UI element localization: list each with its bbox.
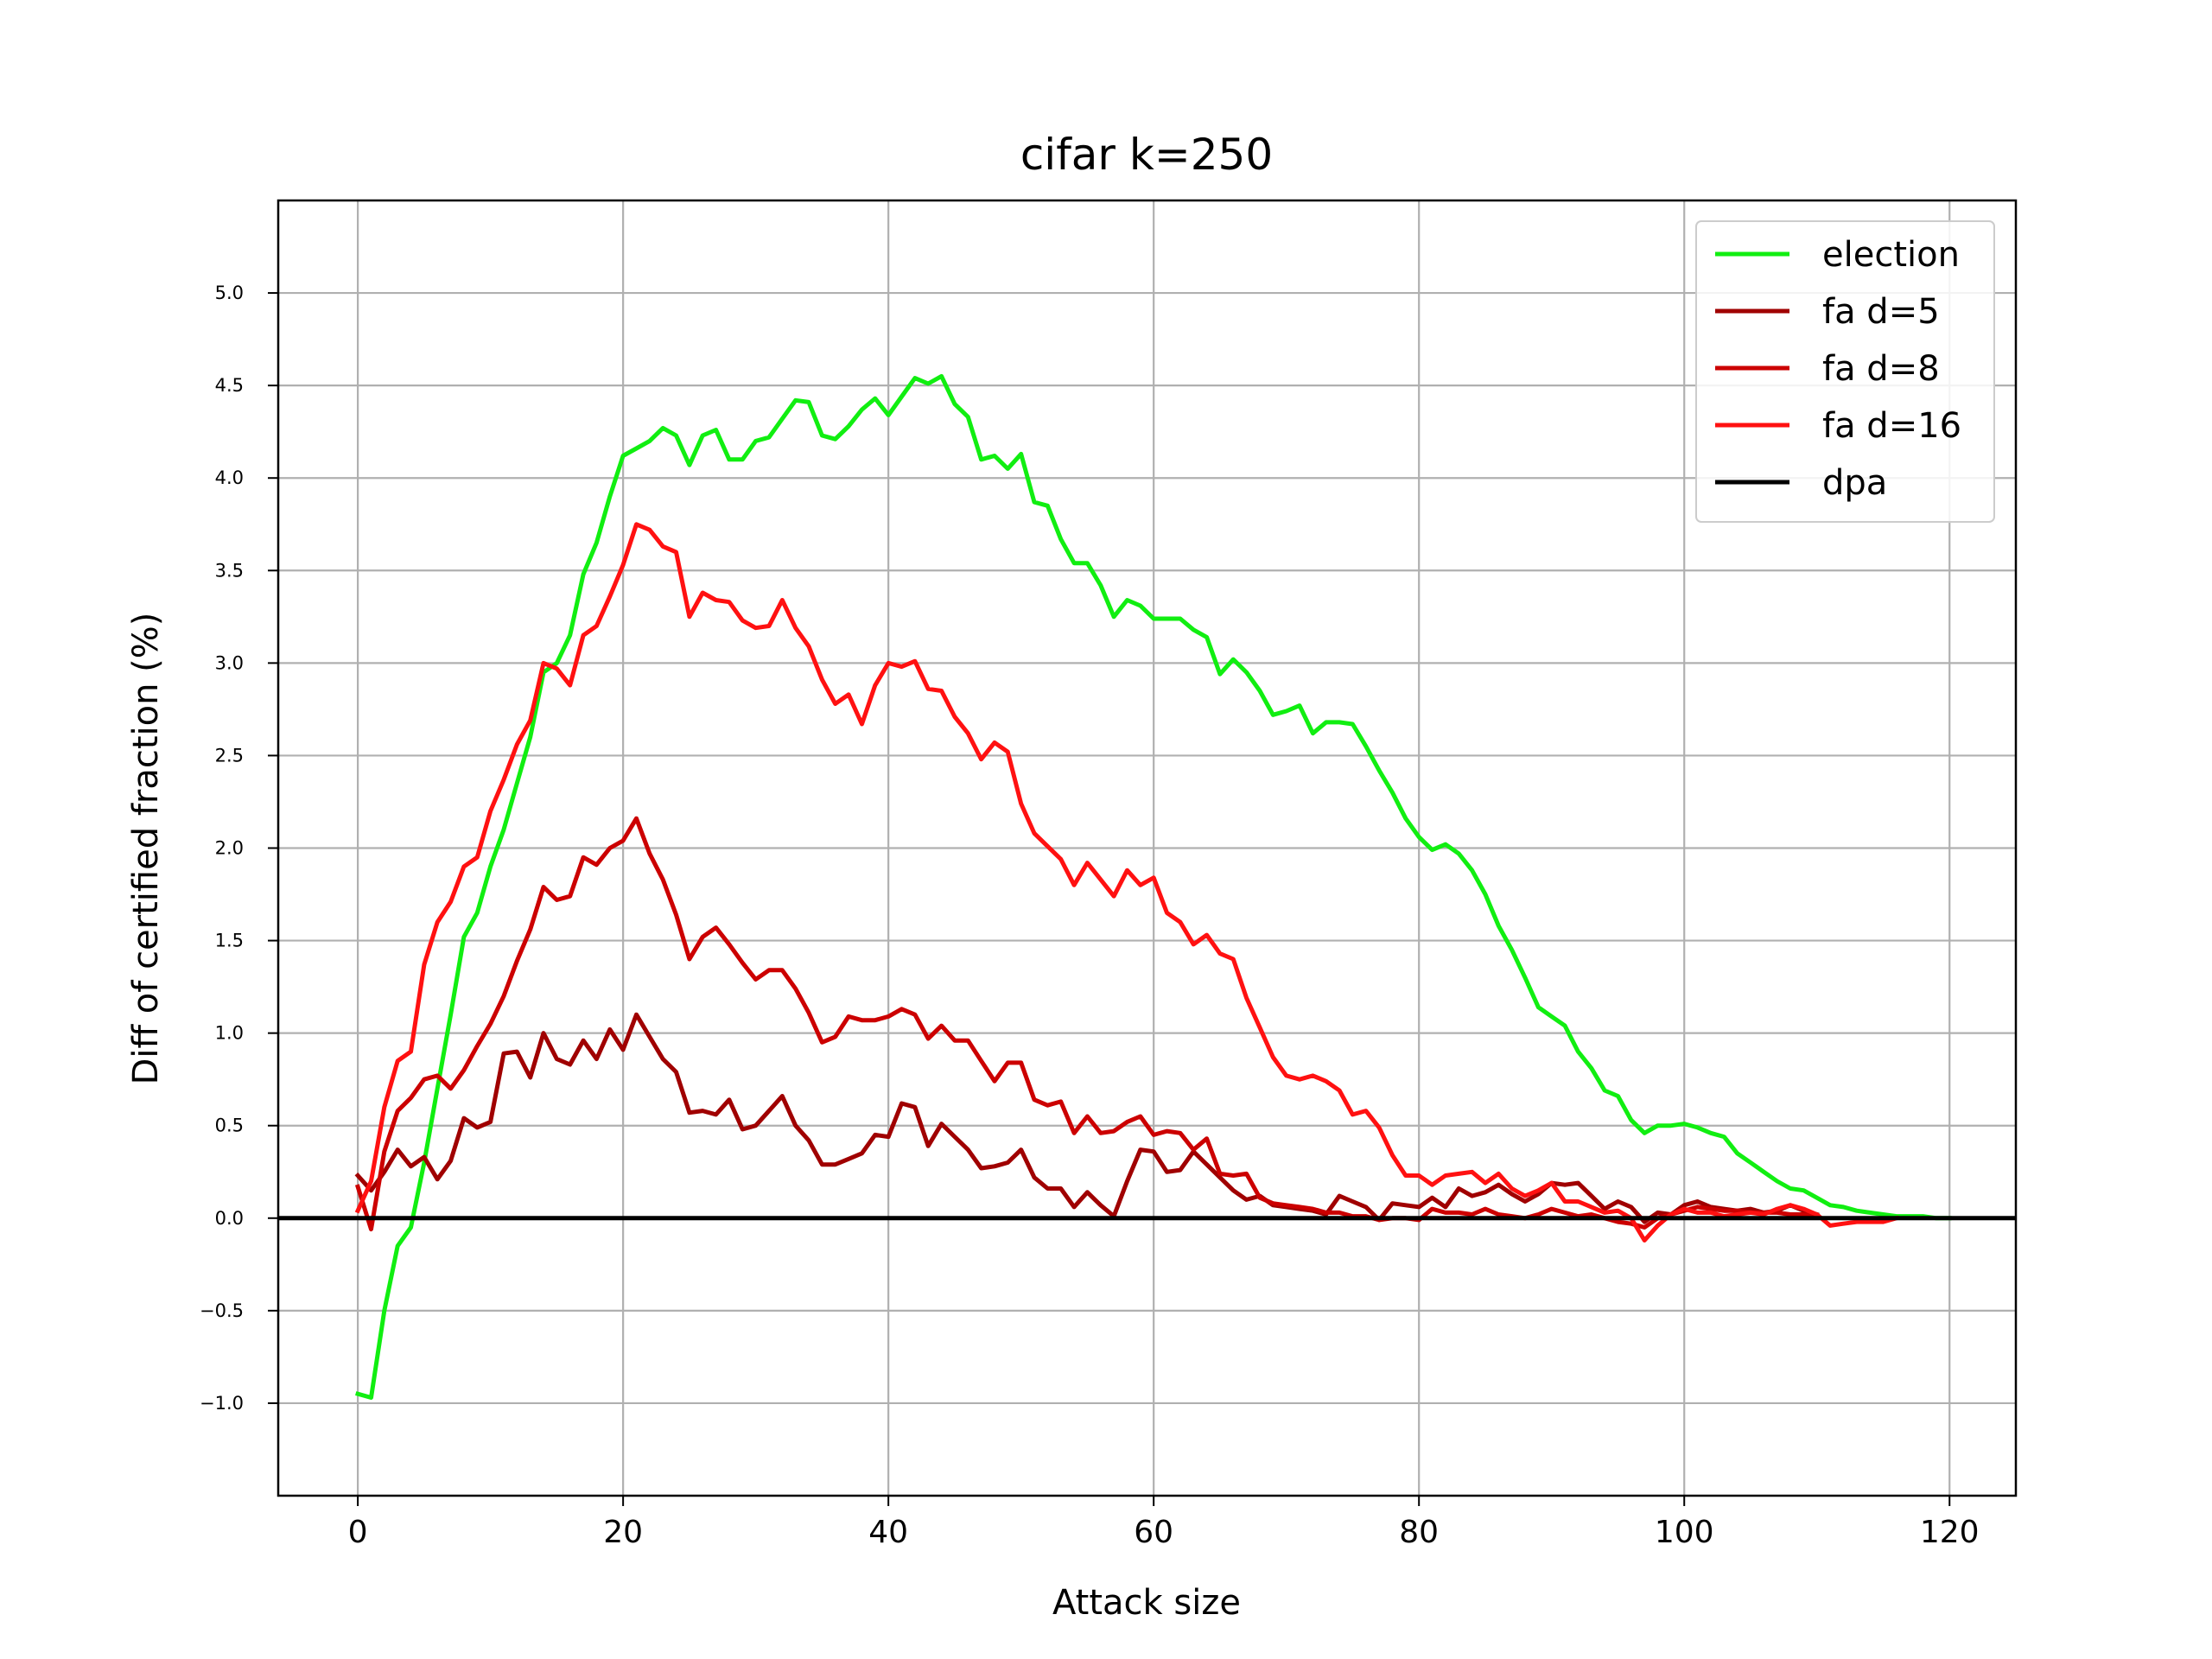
y-tick-label: −1.0 xyxy=(200,1393,244,1414)
legend: election fa d=5 fa d=8 fa d=16 dpa xyxy=(1695,220,1995,523)
x-tick-label: 40 xyxy=(868,1515,908,1550)
y-tick-label: 4.0 xyxy=(215,467,244,488)
y-tick-label: 5.0 xyxy=(215,283,244,303)
x-axis-label: Attack size xyxy=(1052,1583,1241,1623)
x-tick-label: 20 xyxy=(603,1515,643,1550)
series-line-fa-d-5 xyxy=(354,1012,1820,1224)
series-line-fa-d-16 xyxy=(354,522,1899,1243)
ticks: 0 20 40 60 80 100 120 −1.0 −0.5 0.0 0.5 1.0 1.5 2.0 2.… xyxy=(200,283,1980,1550)
y-tick-label: 3.5 xyxy=(215,560,244,581)
y-tick-label: −0.5 xyxy=(200,1300,244,1321)
legend-label: dpa xyxy=(1822,463,1887,503)
series-layer xyxy=(354,373,1952,1400)
x-tick-label: 0 xyxy=(348,1515,368,1550)
legend-label: fa d=8 xyxy=(1822,349,1940,389)
y-tick-label: 4.5 xyxy=(215,375,244,396)
y-tick-label: 1.0 xyxy=(215,1023,244,1044)
legend-label: fa d=5 xyxy=(1822,292,1940,332)
x-tick-label: 120 xyxy=(1920,1515,1980,1550)
series-line-fa-d-8 xyxy=(354,816,1820,1232)
legend-label: fa d=16 xyxy=(1822,406,1961,446)
y-axis-label: Diff of certified fraction (%) xyxy=(126,613,166,1085)
x-tick-label: 80 xyxy=(1399,1515,1439,1550)
y-tick-label: 3.0 xyxy=(215,652,244,673)
series-line-election xyxy=(355,373,1952,1400)
chart-title: cifar k=250 xyxy=(1020,130,1273,180)
x-tick-label: 60 xyxy=(1134,1515,1173,1550)
y-tick-label: 0.0 xyxy=(215,1208,244,1229)
legend-box xyxy=(1695,220,1995,523)
y-tick-label: 2.5 xyxy=(215,745,244,766)
y-tick-label: 2.0 xyxy=(215,838,244,859)
y-tick-label: 1.5 xyxy=(215,931,244,951)
y-tick-label: 0.5 xyxy=(215,1116,244,1136)
x-tick-label: 100 xyxy=(1655,1515,1714,1550)
legend-label: election xyxy=(1822,235,1960,275)
